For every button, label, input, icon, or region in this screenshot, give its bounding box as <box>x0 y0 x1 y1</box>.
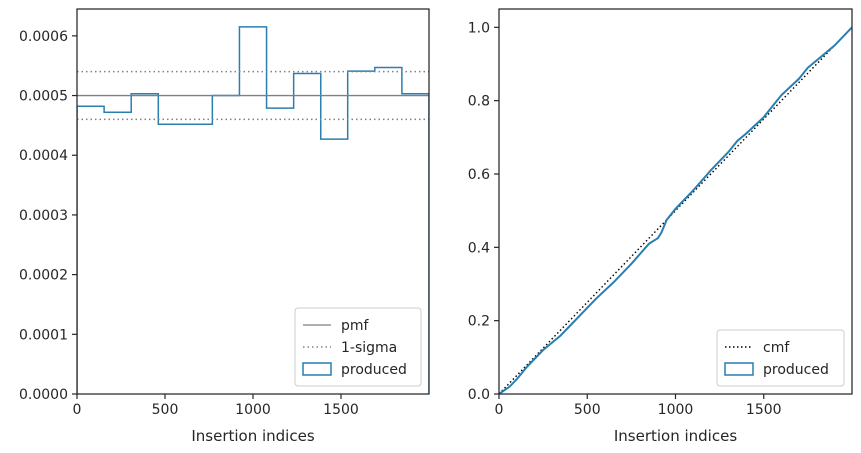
plot-area <box>77 26 429 394</box>
left-histogram-panel: 0 500 1000 1500 0.0000 0.0001 0.0002 0.0003 0.00… <box>19 8 430 445</box>
y-tick-label: 0.0001 <box>19 327 68 343</box>
x-tick-label: 1000 <box>235 402 271 418</box>
legend-label-cmf: cmf <box>763 340 790 356</box>
y-tick-label: 0.6 <box>468 167 490 183</box>
x-tick-label: 500 <box>152 402 179 418</box>
right-cdf-panel: 0 500 1000 1500 0.0 0.2 0.4 0.6 0.8 1.0 Insertion … <box>468 8 853 445</box>
x-axis-label: Insertion indices <box>191 427 314 445</box>
y-tick-label: 0.4 <box>468 240 490 256</box>
x-tick-label: 1500 <box>323 402 359 418</box>
y-tick-label: 0.0004 <box>19 148 68 164</box>
y-tick-label: 0.2 <box>468 314 490 330</box>
y-tick-label: 0.0006 <box>19 29 68 45</box>
y-tick-label: 0.0000 <box>19 387 68 403</box>
y-tick-label: 0.0003 <box>19 208 68 224</box>
legend-label-produced: produced <box>341 362 407 378</box>
legend-produced-swatch <box>724 362 754 376</box>
legend-label-1-sigma: 1-sigma <box>341 340 397 356</box>
x-tick-label: 1500 <box>746 402 782 418</box>
plot-area <box>499 26 852 394</box>
cmf-line <box>499 26 852 394</box>
legend-label-pmf: pmf <box>341 318 370 334</box>
y-tick-label: 0.0 <box>468 387 490 403</box>
x-axis-label: Insertion indices <box>614 427 737 445</box>
y-tick-label: 0.0002 <box>19 268 68 284</box>
legend-label-produced: produced <box>763 362 829 378</box>
legend-box <box>716 329 845 387</box>
produced-cdf-line <box>499 26 852 394</box>
legend: pmf 1-sigma produced <box>294 307 422 387</box>
x-tick-label: 0 <box>73 402 82 418</box>
legend-produced-swatch <box>302 362 332 376</box>
y-tick-label: 0.0005 <box>19 89 68 105</box>
x-tick-label: 500 <box>574 402 601 418</box>
x-tick-label: 0 <box>495 402 504 418</box>
x-tick-label: 1000 <box>658 402 694 418</box>
legend-box <box>294 307 422 387</box>
legend: cmf produced <box>716 329 845 387</box>
produced-histogram-step <box>77 26 429 394</box>
y-tick-label: 1.0 <box>468 20 490 36</box>
y-tick-label: 0.8 <box>468 94 490 110</box>
